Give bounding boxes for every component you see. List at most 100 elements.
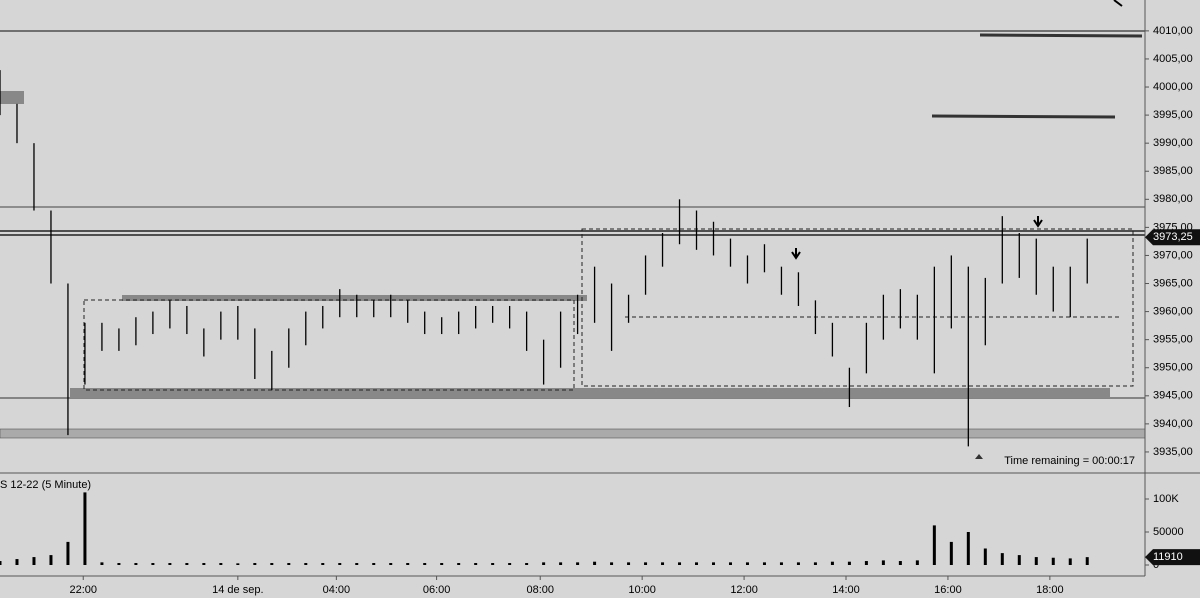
volume-bar	[949, 541, 953, 565]
volume-bar	[610, 562, 614, 565]
volume-bar	[287, 563, 291, 565]
y-tick-label: 3970,00	[1153, 249, 1193, 261]
y-tick-label: 3935,00	[1153, 446, 1193, 458]
volume-bar	[406, 563, 410, 565]
volume-bar	[745, 562, 749, 565]
volume-bar	[983, 548, 987, 565]
drawings	[0, 0, 1146, 459]
volume-bar	[321, 563, 325, 565]
volume-bar	[847, 561, 851, 565]
y-tick-label: 4000,00	[1153, 81, 1193, 93]
volume-bar	[1051, 557, 1055, 565]
volume-bar	[542, 562, 546, 565]
volume-bar	[1000, 553, 1004, 565]
volume-bar	[355, 563, 359, 565]
last-volume-label: 11910	[1153, 551, 1183, 563]
volume-bar	[559, 562, 563, 565]
volume-bar	[236, 563, 240, 565]
volume-bar	[644, 562, 648, 565]
zone	[0, 91, 24, 104]
volume-bar	[932, 525, 936, 565]
volume-bar	[168, 563, 172, 565]
zone	[70, 388, 1110, 398]
volume-bar	[185, 563, 189, 565]
y-tick-label: 3960,00	[1153, 305, 1193, 317]
volume-bar	[338, 563, 342, 565]
y-tick-label: 4005,00	[1153, 53, 1193, 65]
arrow-down	[791, 248, 801, 260]
volume-bar	[151, 563, 155, 565]
cursor	[1113, 0, 1123, 7]
volume-bar	[678, 562, 682, 565]
volume-bar	[457, 563, 461, 565]
volume-bar	[712, 562, 716, 565]
volume-bar	[389, 563, 393, 565]
volume-bar	[372, 563, 376, 565]
volume-bar	[440, 563, 444, 565]
y-tick-label: 3990,00	[1153, 137, 1193, 149]
volume-bar	[83, 492, 87, 565]
volume-bar	[779, 562, 783, 565]
volume-bar	[0, 561, 2, 565]
volume-bar	[100, 562, 104, 565]
x-tick-label: 14:00	[832, 584, 860, 596]
x-tick-label: 14 de sep.	[212, 584, 263, 596]
x-tick-label: 22:00	[69, 584, 97, 596]
volume-bar	[304, 563, 308, 565]
x-tick-label: 10:00	[628, 584, 656, 596]
range-box	[581, 228, 1134, 387]
volume-bar	[66, 541, 70, 565]
volume-bar	[117, 563, 121, 565]
volume-bar	[508, 563, 512, 565]
volume-bar	[627, 562, 631, 565]
volume-bar	[49, 555, 53, 565]
volume-bar	[134, 563, 138, 565]
y-tick-label: 4010,00	[1153, 25, 1193, 37]
x-tick-label: 08:00	[526, 584, 554, 596]
range-box	[83, 299, 575, 391]
volume-bar	[525, 563, 529, 565]
volume-bar	[1068, 558, 1072, 565]
time-remaining: Time remaining = 00:00:17	[1004, 455, 1135, 467]
volume-bar	[1017, 555, 1021, 565]
y-tick-label: 3985,00	[1153, 165, 1193, 177]
ray	[931, 114, 1116, 119]
volume-bar	[32, 557, 36, 565]
volume-bar	[864, 561, 868, 565]
volume-bar	[219, 563, 223, 565]
x-tick-label: 18:00	[1036, 584, 1064, 596]
y-tick-label: 3980,00	[1153, 193, 1193, 205]
volume-bar	[253, 563, 257, 565]
volume-bar	[695, 562, 699, 565]
volume-bar	[593, 561, 597, 565]
volume-bar	[813, 562, 817, 565]
y-tick-label: 100K	[1153, 493, 1179, 505]
volume-bar	[661, 562, 665, 565]
volume-bar	[881, 560, 885, 565]
x-tick-label: 12:00	[730, 584, 758, 596]
volume-bar	[576, 562, 580, 565]
volume-bar	[202, 563, 206, 565]
volume-bar	[898, 561, 902, 565]
x-tick-label: 06:00	[423, 584, 451, 596]
x-tick-label: 04:00	[323, 584, 351, 596]
volume-title: S 12-22 (5 Minute)	[0, 479, 91, 491]
x-tick-label: 16:00	[934, 584, 962, 596]
y-tick-label: 3945,00	[1153, 390, 1193, 402]
last-price-tag	[1145, 229, 1200, 246]
arrow-down	[1033, 216, 1043, 228]
volume-bar	[728, 562, 732, 565]
y-tick-label: 3965,00	[1153, 277, 1193, 289]
ray	[979, 33, 1143, 38]
y-tick-label: 3940,00	[1153, 418, 1193, 430]
volume-bar	[796, 562, 800, 565]
volume-bar	[270, 563, 274, 565]
zone	[0, 428, 1146, 439]
last-price-label: 3973,25	[1153, 231, 1193, 243]
volume-bar	[15, 559, 19, 565]
volume-bar	[762, 562, 766, 565]
volume-bar	[830, 561, 834, 565]
zone	[122, 295, 587, 301]
volume-bar	[491, 563, 495, 565]
